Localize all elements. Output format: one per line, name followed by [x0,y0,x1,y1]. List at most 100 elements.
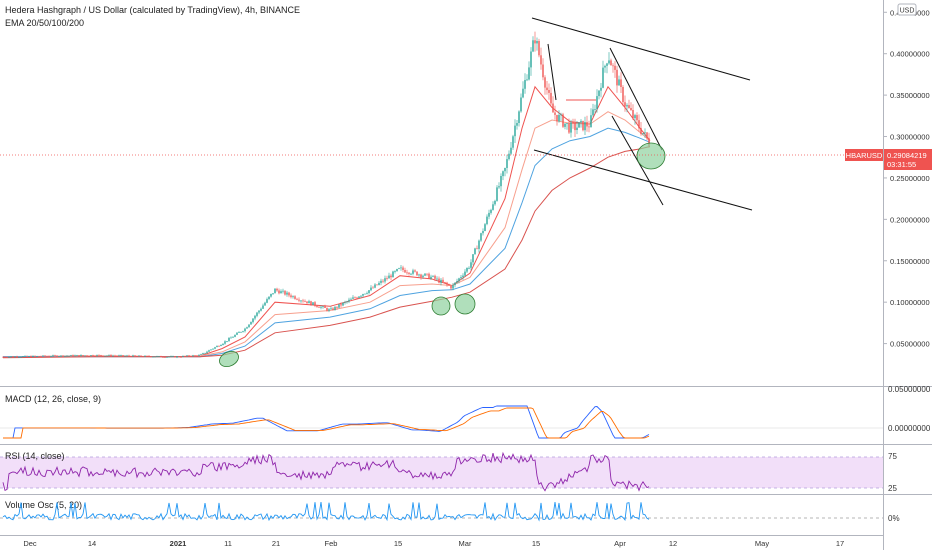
candle-body [516,123,518,126]
candle-body [536,41,538,44]
candle-body [38,356,40,357]
candle-body [288,292,290,296]
candle-body [204,352,206,354]
candle-body [108,354,110,356]
candle-body [600,87,602,91]
candle-body [164,357,166,358]
candle-body [320,306,322,308]
candle-body [502,171,504,177]
candle-body [416,271,418,276]
candle-body [44,355,46,357]
candle-body [218,345,220,347]
y-tick-label: 0.25000000 [890,174,930,183]
vol-osc-line [2,502,650,522]
candle-body [634,115,636,119]
x-tick-label: 17 [836,539,844,548]
price-tag-countdown: 03:31:55 [887,160,916,169]
candle-body [400,267,402,269]
candle-body [122,355,124,356]
x-tick-label: Feb [325,539,338,548]
candle-body [340,304,342,306]
candle-body [162,356,164,358]
candle-body [124,355,126,357]
candle-body [24,355,26,357]
candles [2,31,650,359]
candle-body [640,128,642,134]
candle-body [154,356,156,358]
candle-body [476,248,478,250]
candle-body [546,87,548,91]
candle-body [370,287,372,291]
candle-body [156,356,158,357]
candle-body [238,332,240,333]
candle-body [438,278,440,283]
candle-body [374,284,376,288]
candle-body [404,270,406,273]
candle-body [584,122,586,131]
x-tick-label: 15 [532,539,540,548]
candle-body [522,88,524,98]
candle-body [608,60,610,64]
vol-osc-line [2,502,650,522]
candle-body [378,282,380,285]
candle-body [2,356,4,358]
candle-body [482,231,484,234]
candle-body [354,297,356,299]
candle-body [60,355,62,357]
candle-body [178,356,180,358]
candle-body [276,288,278,291]
candle-body [510,147,512,154]
candle-body [102,355,104,357]
candle-body [254,315,256,319]
candle-body [110,354,112,356]
candle-body [142,356,144,358]
candle-body [126,355,128,357]
currency-badge-bg[interactable] [897,3,917,16]
x-tick-label: 11 [224,539,232,548]
candle-body [464,271,466,276]
candle-body [282,290,284,292]
candle-body [246,327,248,329]
x-tick-label: 12 [669,539,677,548]
candle-body [540,55,542,65]
signal-line [3,407,650,439]
candle-body [294,296,296,299]
candle-body [72,355,74,356]
circle-apr [636,142,666,170]
candle-body [346,301,348,303]
candle-body [308,301,310,304]
candle-body [280,291,282,294]
candle-body [132,355,134,357]
candle-body [604,65,606,68]
candle-body [408,272,410,274]
candle-body [158,356,160,357]
candle-body [78,355,80,357]
candle-body [526,79,528,81]
currency-badge[interactable]: USD [900,8,915,15]
candle-body [14,356,16,358]
candle-body [192,355,194,357]
candle-body [338,304,340,308]
candle-body [114,355,116,357]
y-tick-label: 0.15000000 [890,257,930,266]
candle-body [118,355,120,357]
candle-body [492,204,494,210]
candle-body [50,356,52,358]
candle-body [224,341,226,344]
candle-body [614,65,616,70]
candle-body [554,112,556,115]
candle-body [20,356,22,358]
candle-body [214,347,216,349]
candle-body [200,354,202,355]
candle-body [82,355,84,356]
highlight-circles [219,142,666,368]
macd-lines [3,405,650,439]
candle-body [558,114,560,122]
candle-body [494,200,496,205]
candle-body [128,355,130,357]
candle-body [134,355,136,357]
candle-body [352,297,354,299]
candle-body [10,356,12,358]
candle-body [642,133,644,135]
candle-body [328,309,330,311]
